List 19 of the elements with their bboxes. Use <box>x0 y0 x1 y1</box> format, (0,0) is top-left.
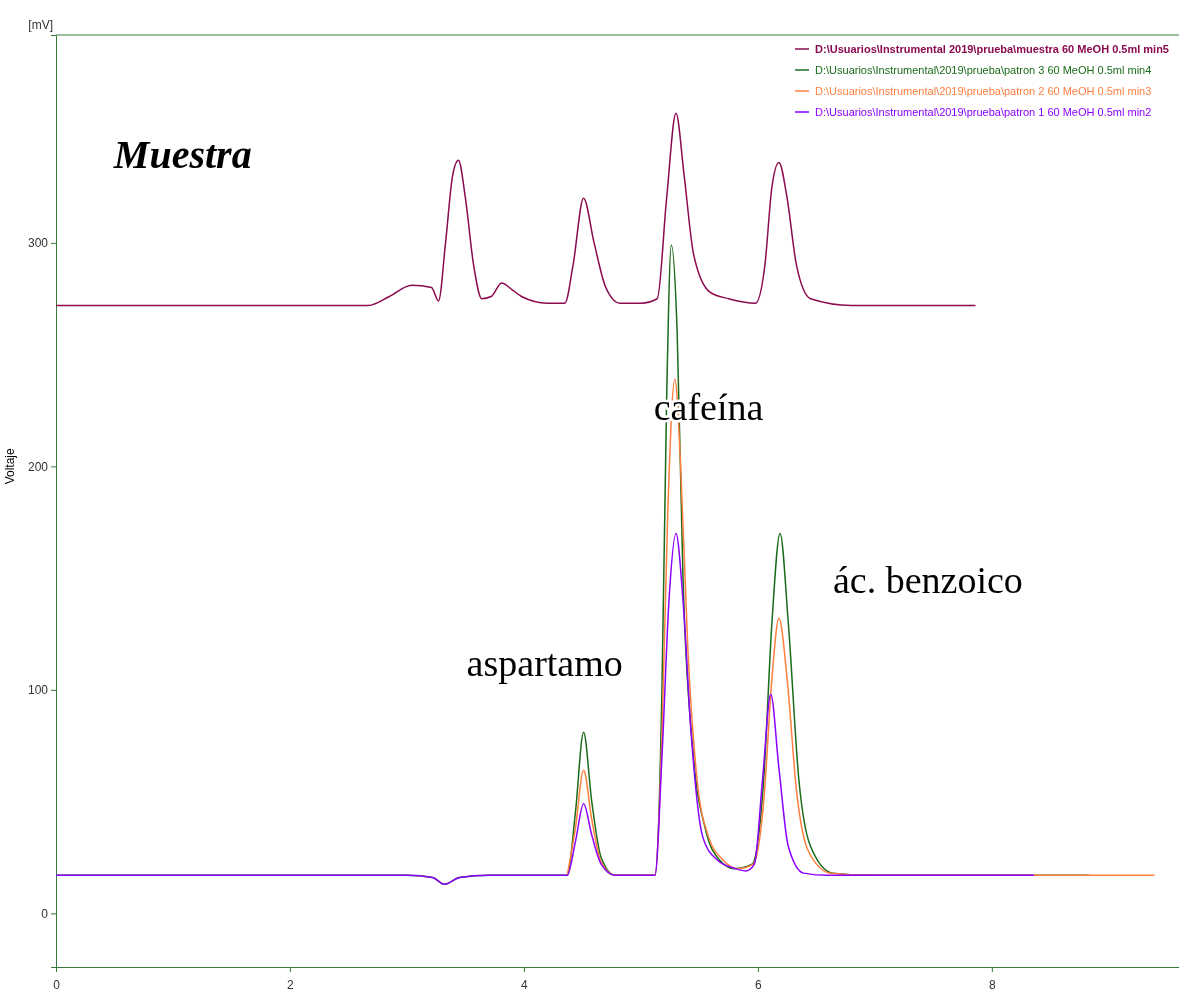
y-tick-label: 300 <box>27 236 49 251</box>
y-tick-label: 0 <box>41 906 49 921</box>
y-tick-label: 100 <box>27 683 49 698</box>
legend-label: D:\Usuarios\Instrumental\2019\prueba\patron 3 60 MeOH 0.5ml min4 <box>815 64 1152 76</box>
y-axis-title: Voltaje <box>3 448 17 485</box>
x-tick-label: 8 <box>988 978 996 993</box>
legend-label: D:\Usuarios\Instrumental\2019\prueba\patron 1 60 MeOH 0.5ml min2 <box>815 106 1152 118</box>
legend-label: D:\Usuarios\Instrumental\2019\prueba\patron 2 60 MeOH 0.5ml min3 <box>815 85 1152 97</box>
text: [mV] <box>28 18 53 32</box>
annotation: aspartamo <box>466 642 623 685</box>
y-tick-label: 200 <box>27 459 49 474</box>
x-tick-label: 0 <box>53 978 61 993</box>
legend-label: D:\Usuarios\Instrumental 2019\prueba\muestra 60 MeOH 0.5ml min5 <box>815 43 1169 55</box>
x-tick-label: 4 <box>521 978 529 993</box>
line-series <box>55 532 1035 886</box>
x-tick-label: 2 <box>287 978 295 993</box>
annotation: ác. benzoico <box>832 558 1023 601</box>
x-tick-label: 6 <box>755 978 763 993</box>
annotation: Muestra <box>112 132 252 178</box>
